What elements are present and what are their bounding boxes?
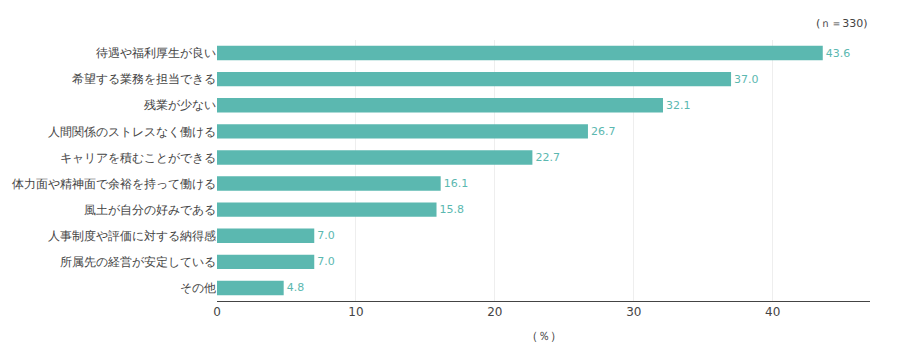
svg-text:所属先の経営が安定している: 所属先の経営が安定している xyxy=(60,255,216,269)
svg-text:22.7: 22.7 xyxy=(535,151,560,164)
svg-text:32.1: 32.1 xyxy=(666,99,691,112)
svg-text:（％）: （％） xyxy=(526,329,562,343)
svg-text:7.0: 7.0 xyxy=(317,229,335,242)
svg-text:人間関係のストレスなく働ける: 人間関係のストレスなく働ける xyxy=(48,125,216,139)
svg-text:20: 20 xyxy=(487,305,502,319)
svg-text:体力面や精神面で余裕を持って働ける: 体力面や精神面で余裕を持って働ける xyxy=(12,177,216,191)
svg-text:40: 40 xyxy=(765,305,780,319)
svg-text:7.0: 7.0 xyxy=(317,255,335,268)
svg-text:キャリアを積むことができる: キャリアを積むことができる xyxy=(60,151,216,165)
svg-text:希望する業務を担当できる: 希望する業務を担当できる xyxy=(72,72,216,86)
svg-text:風土が自分の好みである: 風土が自分の好みである xyxy=(84,203,216,217)
svg-text:0: 0 xyxy=(213,305,221,319)
svg-text:30: 30 xyxy=(626,305,641,319)
svg-text:残業が少ない: 残業が少ない xyxy=(144,98,216,112)
svg-text:10: 10 xyxy=(348,305,363,319)
svg-text:その他: その他 xyxy=(180,281,216,295)
svg-text:37.0: 37.0 xyxy=(734,73,759,86)
svg-text:4.8: 4.8 xyxy=(287,281,305,294)
svg-text:16.1: 16.1 xyxy=(444,177,469,190)
svg-text:人事制度や評価に対する納得感: 人事制度や評価に対する納得感 xyxy=(48,229,216,243)
svg-text:(ｎ＝330): (ｎ＝330) xyxy=(816,17,868,30)
svg-text:15.8: 15.8 xyxy=(440,203,465,216)
svg-text:待遇や福利厚生が良い: 待遇や福利厚生が良い xyxy=(96,46,216,60)
svg-text:26.7: 26.7 xyxy=(591,125,616,138)
svg-text:43.6: 43.6 xyxy=(826,47,851,60)
